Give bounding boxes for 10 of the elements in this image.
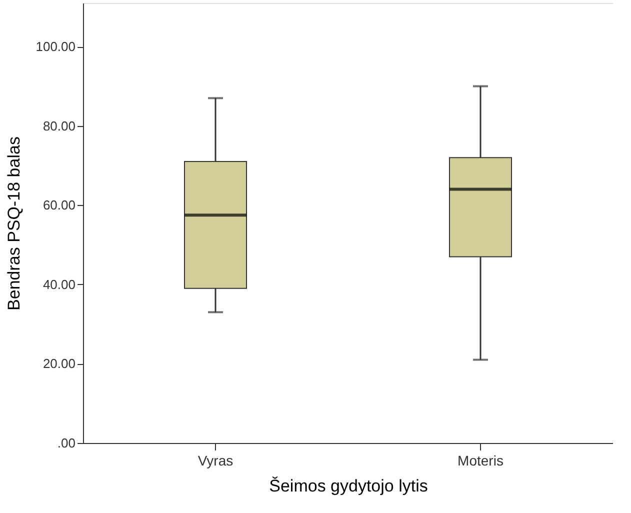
x-tick-label: Moteris xyxy=(458,452,504,468)
y-tick-label: 60.00 xyxy=(42,198,76,213)
y-tick-label: 100.00 xyxy=(36,39,76,54)
y-tick-label: .00 xyxy=(57,436,76,450)
y-tick-label: 40.00 xyxy=(42,276,76,292)
x-axis-title: Šeimos gydytojo lytis xyxy=(269,476,428,496)
y-tick-label: 80.00 xyxy=(42,118,76,134)
x-tick-label: Vyras xyxy=(198,452,234,468)
y-axis-title: Bendras PSQ-18 balas xyxy=(4,136,24,310)
y-tick-label: 20.00 xyxy=(42,356,76,372)
